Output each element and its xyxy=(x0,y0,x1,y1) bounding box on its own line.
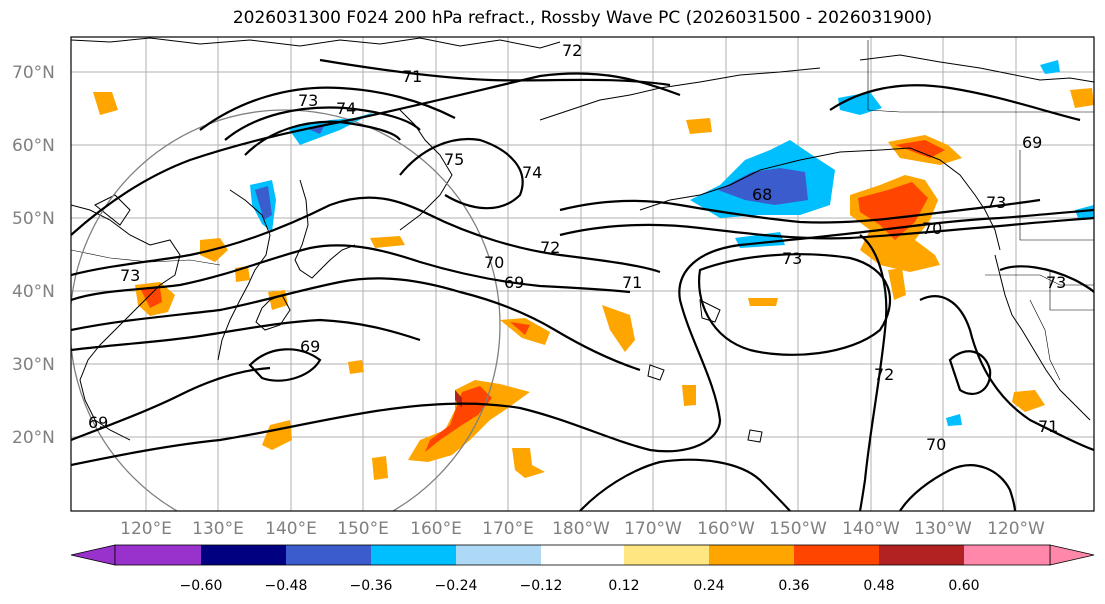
contour-label: 69 xyxy=(1022,133,1042,152)
colorbar-tick-label: −0.48 xyxy=(265,578,308,594)
lon-label: 120°E xyxy=(120,519,172,539)
lat-label: 20°N xyxy=(12,428,55,448)
contour-label: 69 xyxy=(300,337,320,356)
contour-label: 73 xyxy=(120,266,140,285)
contour-label: 69 xyxy=(504,273,524,292)
contour-lines xyxy=(71,58,1094,511)
contour-label: 71 xyxy=(622,273,642,292)
lon-label: 160°W xyxy=(697,519,755,539)
contour-label: 68 xyxy=(752,185,772,204)
colorbar-segment xyxy=(286,545,371,565)
contour-label: 73 xyxy=(298,91,318,110)
map-title: 2026031300 F024 200 hPa refract., Rossby… xyxy=(232,8,933,28)
contour-label: 70 xyxy=(922,219,942,238)
lat-label: 60°N xyxy=(12,136,55,156)
colorbar-tick-label: 0.24 xyxy=(693,578,724,594)
lon-label: 150°W xyxy=(769,519,827,539)
colorbar-tick-label: 0.60 xyxy=(948,578,979,594)
contour-label: 72 xyxy=(874,365,894,384)
colorbar-extend-low xyxy=(70,544,116,566)
colorbar-tick-label: −0.36 xyxy=(350,578,393,594)
lon-label: 140°E xyxy=(265,519,317,539)
colorbar-segment xyxy=(371,545,456,565)
lon-label: 140°W xyxy=(842,519,900,539)
lat-label: 30°N xyxy=(12,355,55,375)
contour-label: 72 xyxy=(540,238,560,257)
latitude-labels: 70°N 60°N 50°N 40°N 30°N 20°N xyxy=(12,63,55,448)
lon-label: 130°W xyxy=(914,519,972,539)
shaded-patches xyxy=(93,60,1094,480)
lat-label: 70°N xyxy=(12,63,55,83)
contour-label: 71 xyxy=(1038,417,1058,436)
lon-label: 170°W xyxy=(624,519,682,539)
contour-label: 73 xyxy=(782,249,802,268)
lat-label: 40°N xyxy=(12,282,55,302)
contour-label: 73 xyxy=(986,193,1006,212)
contour-labels: 71 73 74 75 74 73 72 70 69 71 73 68 69 7… xyxy=(88,41,1066,454)
colorbar-tick-label: 0.12 xyxy=(608,578,639,594)
contour-label: 74 xyxy=(522,163,542,182)
contour-label: 74 xyxy=(336,99,356,118)
contour-label: 73 xyxy=(1046,273,1066,292)
colorbar-segment xyxy=(115,545,201,565)
contour-label: 72 xyxy=(562,41,582,60)
longitude-labels: 120°E 130°E 140°E 150°E 160°E 170°E 180°… xyxy=(120,519,1045,539)
lon-label: 120°W xyxy=(987,519,1045,539)
great-circle xyxy=(71,109,501,511)
colorbar-tick-label: 0.36 xyxy=(778,578,809,594)
contour-label: 75 xyxy=(444,150,464,169)
borders xyxy=(71,40,1094,381)
colorbar-tick-label: −0.12 xyxy=(520,578,563,594)
colorbar-segment xyxy=(624,545,709,565)
lat-label: 50°N xyxy=(12,209,55,229)
contour-label: 70 xyxy=(926,435,946,454)
colorbar-segment xyxy=(964,545,1050,565)
lon-label: 170°E xyxy=(482,519,534,539)
colorbar-extend-high xyxy=(1049,544,1095,566)
colorbar-ticks: −0.60 −0.48 −0.36 −0.24 −0.12 0.12 0.24 … xyxy=(180,578,980,594)
colorbar-tick-label: 0.48 xyxy=(863,578,894,594)
colorbar-segment xyxy=(456,545,541,565)
plot-frame xyxy=(70,36,1095,512)
colorbar-segment xyxy=(201,545,286,565)
coastlines xyxy=(71,37,1094,443)
contour-label: 69 xyxy=(88,413,108,432)
lon-label: 150°E xyxy=(337,519,389,539)
colorbar-segment xyxy=(794,545,879,565)
lon-label: 130°E xyxy=(192,519,244,539)
lon-label: 180°W xyxy=(552,519,610,539)
colorbar-segment xyxy=(541,545,624,565)
colorbar: −0.60 −0.48 −0.36 −0.24 −0.12 0.12 0.24 … xyxy=(70,544,1095,594)
colorbar-segment xyxy=(879,545,964,565)
colorbar-tick-label: −0.60 xyxy=(180,578,223,594)
colorbar-tick-label: −0.24 xyxy=(435,578,478,594)
colorbar-segment xyxy=(709,545,794,565)
lon-label: 160°E xyxy=(410,519,462,539)
contour-label: 71 xyxy=(402,67,422,86)
contour-label: 70 xyxy=(484,253,504,272)
